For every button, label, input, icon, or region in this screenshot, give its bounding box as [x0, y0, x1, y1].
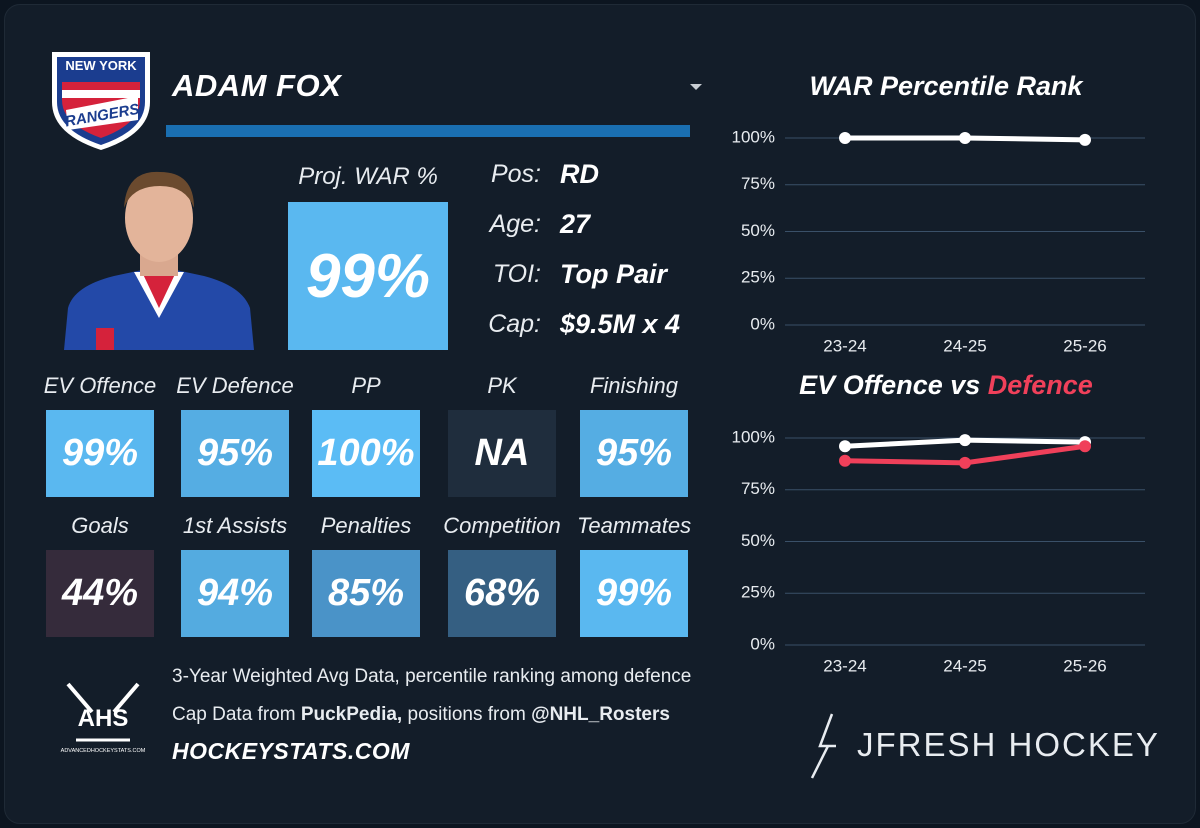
info-label: Cap: — [488, 310, 541, 338]
tile-value: 85% — [312, 550, 420, 637]
tile-value: 95% — [181, 410, 289, 497]
info-label: TOI: — [492, 260, 541, 288]
info-value: $9.5M x 4 — [560, 309, 681, 339]
y-tick-label: 75% — [741, 174, 775, 193]
x-tick-label: 25-26 — [1063, 336, 1106, 355]
y-tick-label: 0% — [750, 634, 775, 653]
ahs-text: AHS — [78, 705, 129, 732]
point — [959, 434, 971, 447]
x-tick-label: 23-24 — [823, 336, 866, 355]
legend-entry: EV Offence — [799, 370, 943, 400]
tile-label: EV Offence — [43, 373, 157, 398]
x-tick-label: 24-25 — [943, 336, 986, 355]
y-tick-label: 100% — [732, 127, 775, 146]
point — [959, 456, 971, 469]
tile-label: Penalties — [320, 513, 412, 538]
ahs-subtext: ADVANCEDHOCKEYSTATS.COM — [61, 748, 146, 754]
point — [959, 132, 971, 144]
tile-label: PP — [351, 373, 381, 398]
y-tick-label: 25% — [741, 268, 775, 287]
y-tick-label: 0% — [750, 314, 775, 333]
title-joiner: vs — [943, 370, 988, 400]
chart-title: EV Offence vs Defence — [799, 370, 1093, 400]
brand: JFRESH HOCKEY — [857, 726, 1160, 763]
y-tick-label: 25% — [741, 583, 775, 602]
x-tick-label: 24-25 — [943, 656, 986, 675]
footer-text: Cap Data from — [172, 704, 296, 725]
point — [1079, 133, 1091, 146]
y-tick-label: 50% — [741, 531, 775, 550]
proj-war-label: Proj. WAR % — [298, 163, 438, 190]
tile-value: 94% — [181, 550, 289, 637]
info-label: Pos: — [490, 160, 541, 188]
legend-entry: Defence — [988, 370, 1093, 400]
ahs-logo: AHS ADVANCEDHOCKEYSTATS.COM — [61, 682, 146, 754]
info-value: 27 — [560, 209, 591, 239]
y-tick-label: 50% — [741, 221, 775, 240]
logo-line1: NEW YORK — [65, 58, 137, 73]
dropdown-caret[interactable] — [690, 84, 702, 90]
proj-war-value: 99% — [288, 202, 448, 350]
player-name: ADAM FOX — [172, 68, 342, 103]
brand-mark — [810, 713, 836, 779]
point — [839, 454, 851, 467]
info-value: RD — [560, 159, 599, 189]
x-tick-label: 23-24 — [823, 656, 866, 675]
y-tick-label: 100% — [732, 427, 775, 446]
footer-line2: Cap Data from PuckPedia, positions from … — [172, 704, 670, 726]
tile-value: 68% — [448, 550, 556, 637]
footer-handle[interactable]: @NHL_Rosters — [531, 704, 670, 725]
y-tick-label: 75% — [741, 479, 775, 498]
x-tick-label: 25-26 — [1063, 656, 1106, 675]
footer-line1: 3-Year Weighted Avg Data, percentile ran… — [172, 666, 692, 687]
point — [1079, 440, 1091, 453]
footer-source[interactable]: PuckPedia, — [300, 704, 403, 725]
footer-text: positions from — [407, 704, 526, 725]
tile-label: Finishing — [589, 373, 679, 398]
tile-value: 44% — [46, 550, 154, 637]
tile-label: EV Defence — [176, 373, 294, 398]
tile-value: 95% — [580, 410, 688, 497]
tile-label: Competition — [443, 513, 561, 538]
name-underline — [166, 125, 690, 137]
tile-value: 100% — [312, 410, 420, 497]
info-label: Age: — [489, 210, 541, 238]
tile-value: 99% — [46, 410, 154, 497]
tile-label: Teammates — [576, 513, 692, 538]
footer-site[interactable]: HOCKEYSTATS.COM — [172, 738, 410, 764]
info-value: Top Pair — [560, 259, 668, 289]
player-photo — [64, 171, 254, 350]
tile-label: 1st Assists — [182, 513, 288, 538]
tile-label: Goals — [71, 513, 129, 538]
tile-label: PK — [487, 373, 517, 398]
team-logo: NEW YORK RANGERS — [52, 52, 150, 150]
tile-value: NA — [448, 410, 556, 497]
chart-title: WAR Percentile Rank — [809, 71, 1084, 101]
point — [839, 132, 851, 144]
point — [839, 440, 851, 453]
tile-value: 99% — [580, 550, 688, 637]
